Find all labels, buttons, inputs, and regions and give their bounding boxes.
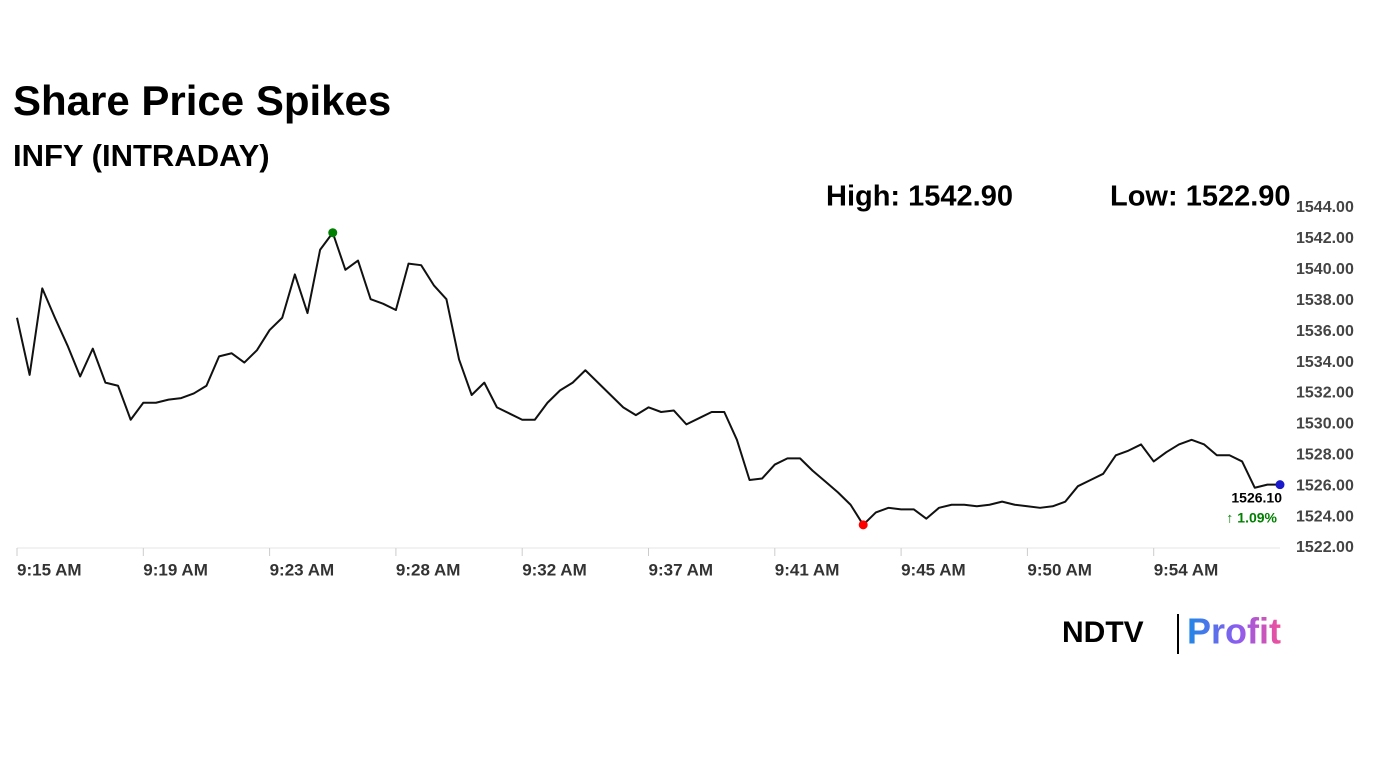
y-tick-label: 1528.00 [1296, 446, 1354, 463]
y-tick-label: 1538.00 [1296, 292, 1354, 309]
chart-subtitle: INFY (INTRADAY) [13, 138, 270, 173]
y-tick-label: 1532.00 [1296, 385, 1354, 402]
y-tick-label: 1542.00 [1296, 230, 1354, 247]
last-marker [1275, 480, 1285, 490]
logo-ndtv: NDTV [1062, 616, 1144, 649]
low-marker [858, 520, 868, 530]
high-marker [328, 228, 338, 238]
x-tick-label: 9:19 AM [143, 560, 208, 579]
x-tick-label: 9:45 AM [901, 560, 966, 579]
low-text: Low: 1522.90 [1110, 181, 1291, 213]
y-tick-label: 1534.00 [1296, 354, 1354, 371]
change: ↑ 1.09% [1226, 510, 1277, 526]
y-tick-label: 1536.00 [1296, 323, 1354, 340]
y-tick-label: 1522.00 [1296, 539, 1354, 556]
x-tick-label: 9:15 AM [17, 560, 82, 579]
x-tick-label: 9:28 AM [396, 560, 461, 579]
y-tick-label: 1524.00 [1296, 508, 1354, 525]
y-tick-label: 1540.00 [1296, 261, 1354, 278]
x-tick-label: 9:54 AM [1154, 560, 1219, 579]
chart-title: Share Price Spikes [13, 77, 391, 124]
x-tick-label: 9:37 AM [649, 560, 714, 579]
logo-profit: Profit [1187, 611, 1281, 652]
x-tick-label: 9:50 AM [1027, 560, 1092, 579]
y-tick-label: 1544.00 [1296, 199, 1354, 216]
high-text: High: 1542.90 [826, 181, 1013, 213]
x-tick-label: 9:41 AM [775, 560, 840, 579]
last-price: 1526.10 [1231, 490, 1282, 506]
y-tick-label: 1530.00 [1296, 416, 1354, 433]
price-line [16, 231, 1280, 526]
x-tick-label: 9:23 AM [270, 560, 335, 579]
x-tick-label: 9:32 AM [522, 560, 587, 579]
y-tick-label: 1526.00 [1296, 477, 1354, 494]
